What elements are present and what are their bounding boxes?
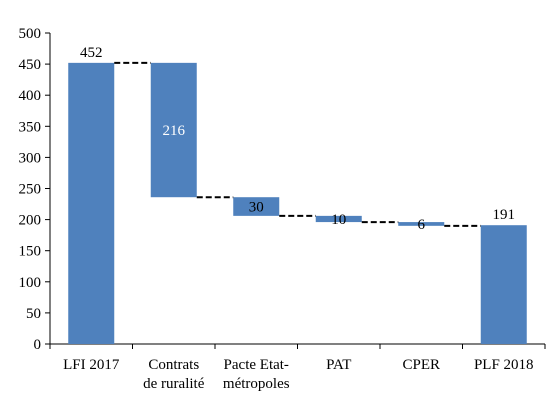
category-label-line: PLF 2018 <box>474 357 534 373</box>
y-tick-label: 150 <box>19 244 42 260</box>
category-label: CPER <box>402 357 440 373</box>
y-tick-label: 400 <box>19 88 42 104</box>
y-tick-label: 450 <box>19 57 42 73</box>
bar-6 <box>480 225 527 344</box>
category-label-line: Pacte Etat- <box>224 357 289 373</box>
data-label: 10 <box>331 212 346 228</box>
category-label-line: CPER <box>402 357 440 373</box>
data-label: 452 <box>80 45 103 61</box>
bar-4 <box>315 215 362 223</box>
category-label: LFI 2017 <box>63 357 120 373</box>
bar-5 <box>398 222 445 226</box>
y-tick-label: 200 <box>19 213 42 229</box>
category-label: Pacte Etat-métropoles <box>223 357 290 392</box>
y-tick-label: 50 <box>26 306 41 322</box>
data-label: 191 <box>493 207 516 223</box>
category-label: Contrats de ruralité <box>143 357 205 392</box>
category-label-line: Contrats <box>148 357 199 373</box>
category-label-line: PAT <box>326 357 351 373</box>
category-label: PLF 2018 <box>474 357 534 373</box>
y-tick-label: 250 <box>19 182 42 198</box>
category-label-line: métropoles <box>223 376 290 392</box>
y-tick-label: 100 <box>19 275 42 291</box>
bar-2 <box>150 62 197 198</box>
bar-3 <box>233 197 280 216</box>
y-tick-label: 500 <box>19 26 42 42</box>
data-label: 6 <box>418 217 426 233</box>
y-tick-label: 300 <box>19 150 42 166</box>
y-tick-label: 350 <box>19 119 42 135</box>
data-label: 30 <box>249 200 264 216</box>
category-label-line: LFI 2017 <box>63 357 120 373</box>
data-label: 216 <box>163 123 186 139</box>
category-label: PAT <box>326 357 351 373</box>
y-tick-label: 0 <box>34 337 42 353</box>
category-label-line: de ruralité <box>143 376 205 392</box>
bar-1 <box>68 62 115 345</box>
